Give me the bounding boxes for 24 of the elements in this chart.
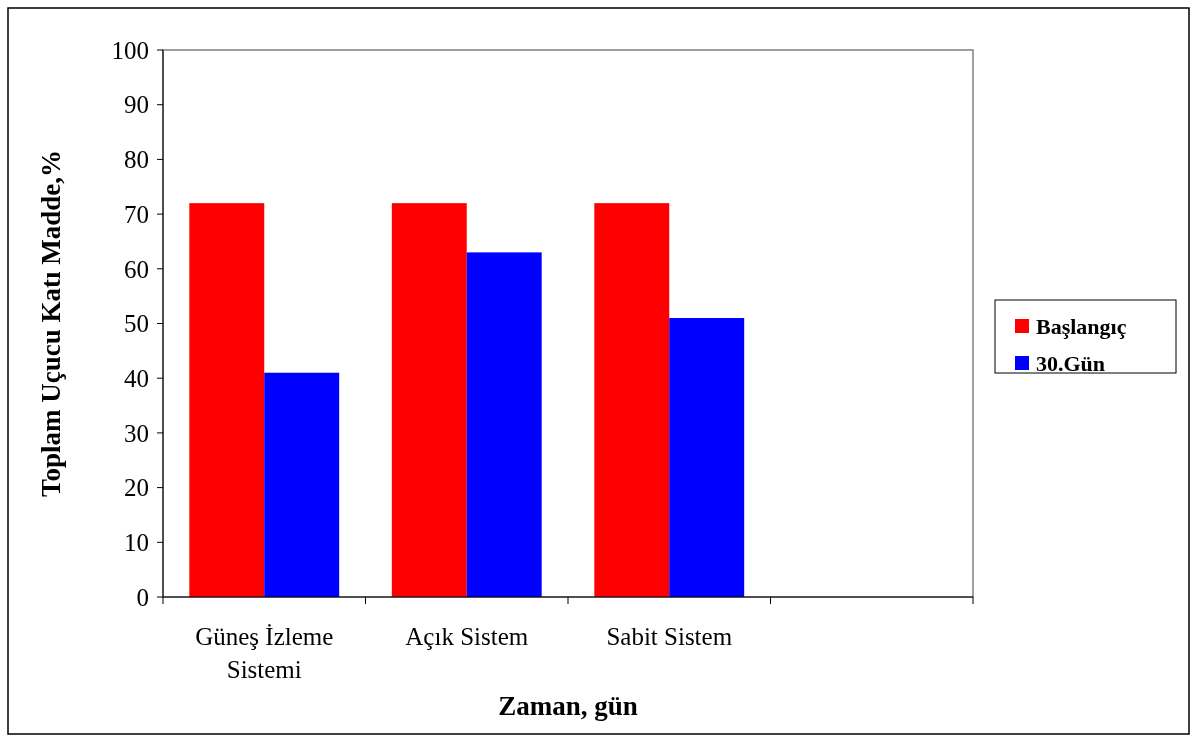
bar (466, 252, 542, 597)
x-tick-label: Güneş İzleme Sistemi (195, 623, 334, 683)
y-tick-label: 40 (124, 364, 149, 392)
y-axis-title: Toplam Uçucu Katı Madde,% (36, 149, 66, 498)
y-tick-label: 50 (124, 310, 149, 338)
y-tick-label: 60 (124, 255, 149, 283)
x-axis-title: Zaman, gün (498, 691, 638, 721)
legend-label: Başlangıç (1036, 313, 1127, 339)
y-tick-label: 0 (136, 583, 149, 611)
x-tick-label: Açık Sistem (405, 623, 529, 650)
y-tick-label: 30 (124, 419, 149, 447)
bar (594, 203, 670, 597)
bar (189, 203, 265, 597)
bar (391, 203, 467, 597)
x-tick-label: Sabit Sistem (606, 623, 733, 650)
bar (264, 372, 340, 597)
legend-label: 30.Gün (1036, 350, 1106, 376)
y-tick-label: 90 (124, 91, 149, 119)
y-tick-label: 10 (124, 529, 149, 557)
y-tick-label: 70 (124, 200, 149, 228)
y-tick-label: 80 (124, 146, 149, 174)
y-tick-label: 100 (111, 36, 149, 64)
y-tick-label: 20 (124, 474, 149, 502)
bar (669, 318, 745, 597)
